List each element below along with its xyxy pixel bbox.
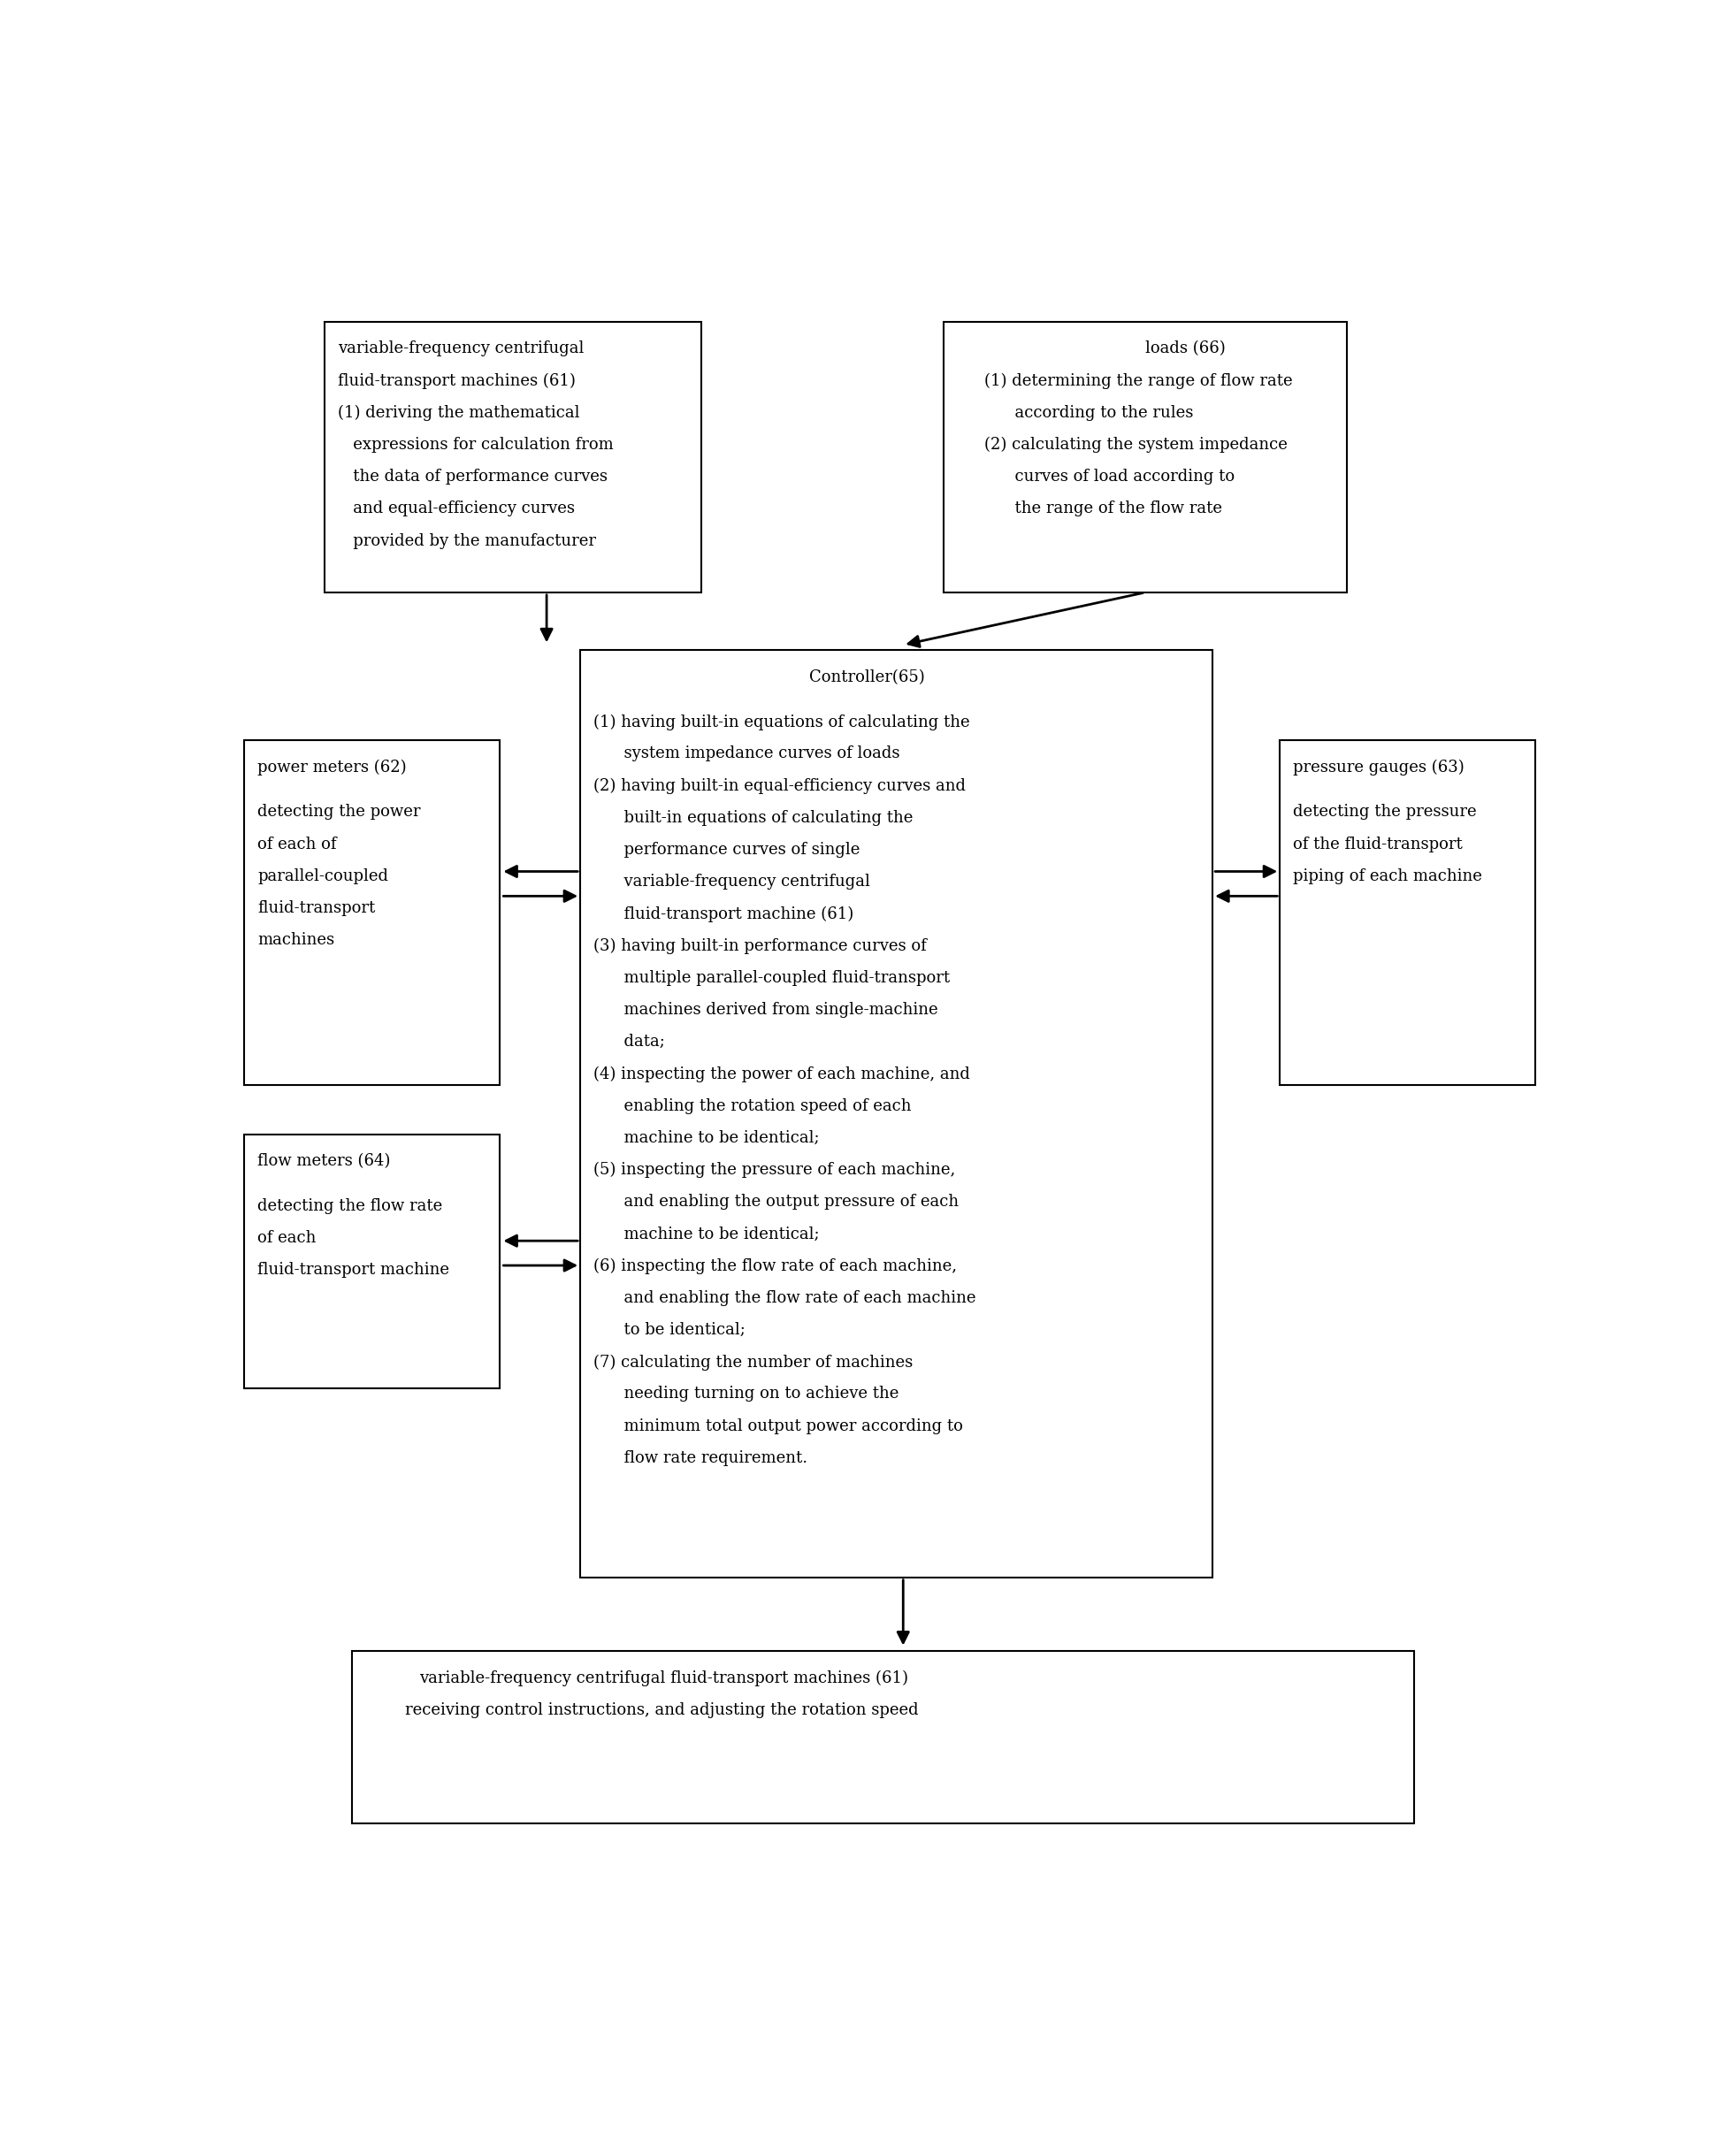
Text: variable-frequency centrifugal fluid-transport machines (61): variable-frequency centrifugal fluid-tra… <box>418 1671 908 1686</box>
Text: of the fluid-transport: of the fluid-transport <box>1293 836 1463 853</box>
Text: enabling the rotation speed of each: enabling the rotation speed of each <box>594 1098 911 1113</box>
Text: detecting the flow rate: detecting the flow rate <box>257 1198 443 1213</box>
Text: and enabling the output pressure of each: and enabling the output pressure of each <box>594 1194 958 1211</box>
Text: needing turning on to achieve the: needing turning on to achieve the <box>594 1386 899 1403</box>
Text: variable-frequency centrifugal: variable-frequency centrifugal <box>339 341 585 356</box>
Text: of each of: of each of <box>257 836 337 853</box>
Text: expressions for calculation from: expressions for calculation from <box>339 437 615 452</box>
Text: and equal-efficiency curves: and equal-efficiency curves <box>339 501 575 516</box>
Text: (3) having built-in performance curves of: (3) having built-in performance curves o… <box>594 938 927 955</box>
FancyBboxPatch shape <box>243 1134 500 1388</box>
Text: (4) inspecting the power of each machine, and: (4) inspecting the power of each machine… <box>594 1066 970 1083</box>
Text: flow rate requirement.: flow rate requirement. <box>594 1450 807 1467</box>
Text: built-in equations of calculating the: built-in equations of calculating the <box>594 810 913 825</box>
Text: according to the rules: according to the rules <box>984 405 1193 420</box>
Text: detecting the power: detecting the power <box>257 804 420 821</box>
Text: multiple parallel-coupled fluid-transport: multiple parallel-coupled fluid-transpor… <box>594 970 950 985</box>
Text: parallel-coupled: parallel-coupled <box>257 868 389 885</box>
Text: fluid-transport machine (61): fluid-transport machine (61) <box>594 906 854 921</box>
Text: (1) deriving the mathematical: (1) deriving the mathematical <box>339 405 580 420</box>
Text: (1) determining the range of flow rate: (1) determining the range of flow rate <box>984 373 1292 388</box>
Text: machines: machines <box>257 932 335 949</box>
Text: the data of performance curves: the data of performance curves <box>339 469 608 484</box>
Text: fluid-transport machine: fluid-transport machine <box>257 1262 450 1277</box>
FancyBboxPatch shape <box>580 650 1212 1578</box>
FancyBboxPatch shape <box>944 322 1347 593</box>
Text: variable-frequency centrifugal: variable-frequency centrifugal <box>594 874 870 889</box>
Text: minimum total output power according to: minimum total output power according to <box>594 1418 963 1435</box>
Text: pressure gauges (63): pressure gauges (63) <box>1293 759 1465 776</box>
Text: power meters (62): power meters (62) <box>257 759 406 776</box>
FancyBboxPatch shape <box>1279 740 1535 1085</box>
Text: the range of the flow rate: the range of the flow rate <box>984 501 1222 516</box>
FancyBboxPatch shape <box>325 322 701 593</box>
Text: data;: data; <box>594 1034 665 1049</box>
Text: machine to be identical;: machine to be identical; <box>594 1130 819 1145</box>
Text: of each: of each <box>257 1230 316 1245</box>
Text: fluid-transport machines (61): fluid-transport machines (61) <box>339 373 576 388</box>
Text: piping of each machine: piping of each machine <box>1293 868 1483 885</box>
Text: loads (66): loads (66) <box>1146 341 1226 356</box>
Text: fluid-transport: fluid-transport <box>257 900 375 917</box>
Text: and enabling the flow rate of each machine: and enabling the flow rate of each machi… <box>594 1290 976 1307</box>
Text: (6) inspecting the flow rate of each machine,: (6) inspecting the flow rate of each mac… <box>594 1258 957 1275</box>
Text: (5) inspecting the pressure of each machine,: (5) inspecting the pressure of each mach… <box>594 1162 955 1179</box>
Text: receiving control instructions, and adjusting the rotation speed: receiving control instructions, and adju… <box>406 1703 918 1718</box>
Text: flow meters (64): flow meters (64) <box>257 1153 391 1168</box>
Text: detecting the pressure: detecting the pressure <box>1293 804 1477 821</box>
Text: machines derived from single-machine: machines derived from single-machine <box>594 1002 937 1017</box>
Text: provided by the manufacturer: provided by the manufacturer <box>339 533 597 548</box>
Text: (1) having built-in equations of calculating the: (1) having built-in equations of calcula… <box>594 714 970 729</box>
Text: (7) calculating the number of machines: (7) calculating the number of machines <box>594 1354 913 1371</box>
FancyBboxPatch shape <box>351 1652 1415 1823</box>
FancyBboxPatch shape <box>243 740 500 1085</box>
Text: system impedance curves of loads: system impedance curves of loads <box>594 746 901 761</box>
Text: (2) calculating the system impedance: (2) calculating the system impedance <box>984 437 1286 452</box>
Text: machine to be identical;: machine to be identical; <box>594 1226 819 1243</box>
Text: Controller(65): Controller(65) <box>809 669 925 684</box>
Text: curves of load according to: curves of load according to <box>984 469 1234 484</box>
Text: (2) having built-in equal-efficiency curves and: (2) having built-in equal-efficiency cur… <box>594 778 965 793</box>
Text: performance curves of single: performance curves of single <box>594 842 861 857</box>
Text: to be identical;: to be identical; <box>594 1322 746 1339</box>
